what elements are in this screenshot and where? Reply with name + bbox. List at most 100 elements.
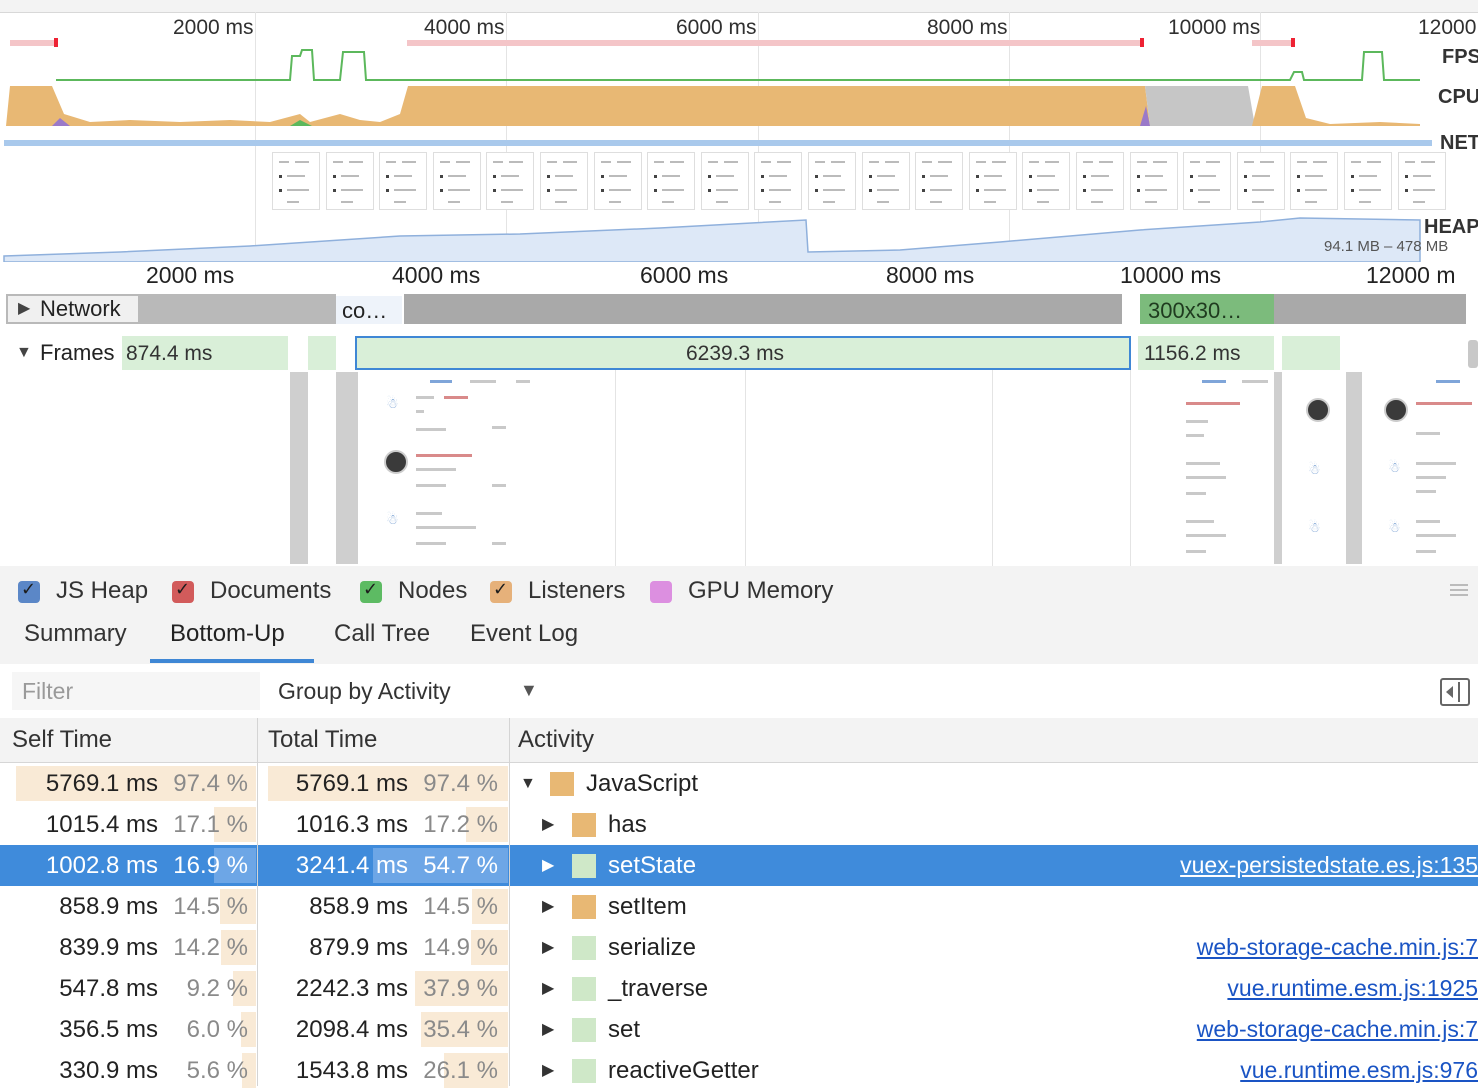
expand-arrow-icon[interactable]: ▼ xyxy=(16,344,32,361)
filmstrip-thumbnail[interactable] xyxy=(754,152,803,210)
tab-summary[interactable]: Summary xyxy=(24,620,127,647)
filmstrip-thumbnail[interactable] xyxy=(379,152,428,210)
frame-segment[interactable] xyxy=(122,336,288,370)
counter-label[interactable]: Listeners xyxy=(528,577,626,604)
filmstrip-thumbnail[interactable] xyxy=(700,152,749,210)
self-time-percent: 6.0 % xyxy=(186,1016,248,1043)
expand-arrow-icon[interactable]: ▶ xyxy=(542,816,555,833)
counter-checkbox[interactable]: ✓ xyxy=(18,579,40,603)
source-link[interactable]: web-storage-cache.min.js:7 xyxy=(1196,934,1478,960)
timeline-overview[interactable]: 2000 ms 4000 ms 6000 ms 8000 ms 10000 ms… xyxy=(0,0,1478,263)
dropdown-arrow-icon[interactable]: ▼ xyxy=(520,680,538,700)
filmstrip-thumbnail[interactable] xyxy=(1129,152,1178,210)
expand-arrow-icon[interactable]: ▶ xyxy=(542,980,555,997)
filmstrip-thumbnail[interactable] xyxy=(861,152,910,210)
column-header-activity[interactable]: Activity xyxy=(518,726,595,753)
table-row[interactable]: 330.9 ms 5.6 % 1543.8 ms 26.1 % ▶ reactiveGet… xyxy=(0,1050,1478,1091)
counter-label[interactable]: JS Heap xyxy=(56,577,149,604)
filmstrip-thumbnail[interactable] xyxy=(1344,152,1392,210)
counter-checkbox[interactable]: ✓ xyxy=(360,579,382,603)
filmstrip-thumbnail[interactable] xyxy=(432,152,481,210)
source-link[interactable]: vue.runtime.esm.js:976 xyxy=(1240,1057,1478,1083)
table-row[interactable]: 547.8 ms 9.2 % 2242.3 ms 37.9 % ▶ _traverse vu… xyxy=(0,968,1478,1009)
filmstrip-thumbnail[interactable] xyxy=(325,152,374,210)
expand-arrow-icon[interactable]: ▶ xyxy=(542,1062,555,1079)
filmstrip-thumbnail[interactable] xyxy=(915,152,964,210)
expanded-arrow-icon[interactable]: ▼ xyxy=(520,775,536,792)
toggle-sidebar-icon[interactable] xyxy=(1440,678,1470,706)
column-header-self-time[interactable]: Self Time xyxy=(12,726,113,753)
network-request-chip[interactable] xyxy=(336,296,402,324)
table-row[interactable]: 5769.1 ms 97.4 % 5769.1 ms 97.4 % ▼ JavaScrip… xyxy=(0,763,1478,804)
frame-segment-selected[interactable] xyxy=(355,336,1131,370)
frame-segment[interactable] xyxy=(1138,336,1274,370)
cpu-track-label: CPU xyxy=(1438,86,1478,108)
counter-label[interactable]: Nodes xyxy=(398,577,468,604)
activity-color-swatch xyxy=(550,772,574,796)
self-time-value: 356.5 ms xyxy=(59,1016,158,1043)
network-request-bar[interactable] xyxy=(404,294,1122,324)
frame-screenshot[interactable] xyxy=(1182,372,1272,564)
filmstrip-thumbnail[interactable] xyxy=(1236,152,1285,210)
frame-segment[interactable] xyxy=(308,336,336,370)
expand-arrow-icon[interactable]: ▶ xyxy=(542,1021,555,1038)
network-request-bar[interactable] xyxy=(1140,294,1274,324)
source-link[interactable]: web-storage-cache.min.js:7 xyxy=(1196,1016,1478,1042)
frames-track-label[interactable]: Frames xyxy=(40,340,115,365)
filmstrip-thumbnail[interactable] xyxy=(647,152,696,210)
counter-checkbox[interactable]: ✓ xyxy=(172,579,194,603)
counter-checkbox[interactable] xyxy=(650,581,672,603)
filmstrip-thumbnail[interactable] xyxy=(540,152,588,210)
tab-call-tree[interactable]: Call Tree xyxy=(334,620,431,647)
total-time-bar xyxy=(420,1012,508,1047)
column-divider[interactable] xyxy=(257,718,258,1086)
tab-event-log[interactable]: Event Log xyxy=(470,620,579,647)
table-row[interactable]: 356.5 ms 6.0 % 2098.4 ms 35.4 % ▶ set web-stor… xyxy=(0,1009,1478,1050)
overview-tick: 8000 ms xyxy=(927,16,1008,39)
filmstrip-thumbnail[interactable] xyxy=(272,152,320,210)
counter-label[interactable]: Documents xyxy=(210,577,332,604)
filmstrip-thumbnail[interactable] xyxy=(593,152,642,210)
gridline xyxy=(506,12,507,262)
tab-bottom-up[interactable]: Bottom-Up xyxy=(170,620,285,647)
network-request-bar[interactable] xyxy=(1274,294,1466,324)
table-row[interactable]: 839.9 ms 14.2 % 879.9 ms 14.9 % ▶ serialize we… xyxy=(0,927,1478,968)
filmstrip-thumbnail[interactable] xyxy=(1022,152,1071,210)
table-row[interactable]: 1015.4 ms 17.1 % 1016.3 ms 17.2 % ▶ has xyxy=(0,804,1478,845)
expand-arrow-icon[interactable]: ▶ xyxy=(542,898,555,915)
overview-tick: 12000 xyxy=(1418,16,1477,39)
filter-input[interactable] xyxy=(12,672,260,710)
table-row[interactable]: 858.9 ms 14.5 % 858.9 ms 14.5 % ▶ setItem xyxy=(0,886,1478,927)
column-header-total-time[interactable]: Total Time xyxy=(268,726,378,753)
collapse-arrow-icon[interactable]: ▶ xyxy=(18,300,31,317)
ghost-avatar-icon: ☃ xyxy=(1388,459,1401,475)
filmstrip-thumbnail[interactable] xyxy=(1290,152,1339,210)
filmstrip-thumbnail[interactable] xyxy=(1076,152,1124,210)
drag-handle-icon[interactable] xyxy=(1450,584,1468,586)
scrollbar-thumb[interactable] xyxy=(1468,340,1478,368)
filmstrip-thumbnail[interactable] xyxy=(808,152,856,210)
counter-label[interactable]: GPU Memory xyxy=(688,577,834,604)
self-time-percent: 5.6 % xyxy=(186,1057,248,1084)
frame-screenshot[interactable]: ☃ ☃ xyxy=(1370,372,1476,564)
total-time-bar xyxy=(472,889,508,924)
filmstrip-thumbnail[interactable] xyxy=(1397,152,1446,210)
self-time-value: 330.9 ms xyxy=(59,1057,158,1084)
network-track-label[interactable]: Network xyxy=(40,296,121,321)
filmstrip-thumbnail[interactable] xyxy=(1183,152,1232,210)
overview-tick: 2000 ms xyxy=(173,16,254,39)
filmstrip-thumbnail[interactable] xyxy=(968,152,1017,210)
source-link[interactable]: vuex-persistedstate.es.js:135 xyxy=(1180,852,1478,878)
source-link[interactable]: vue.runtime.esm.js:1925 xyxy=(1227,975,1478,1001)
table-row[interactable]: 1002.8 ms 16.9 % 3241.4 ms 54.7 % ▶ setState v… xyxy=(0,845,1478,886)
heap-track-label: HEAP xyxy=(1424,216,1478,238)
expand-arrow-icon[interactable]: ▶ xyxy=(542,857,555,874)
expand-arrow-icon[interactable]: ▶ xyxy=(542,939,555,956)
filmstrip-thumbnail[interactable] xyxy=(486,152,535,210)
counter-checkbox[interactable]: ✓ xyxy=(490,579,512,603)
frame-screenshot[interactable]: ☃ ☃ xyxy=(360,372,530,564)
frame-segment[interactable] xyxy=(1282,336,1340,370)
group-by-select[interactable]: Group by Activity xyxy=(268,672,546,710)
self-time-percent: 9.2 % xyxy=(186,975,248,1002)
column-divider[interactable] xyxy=(509,718,510,1086)
